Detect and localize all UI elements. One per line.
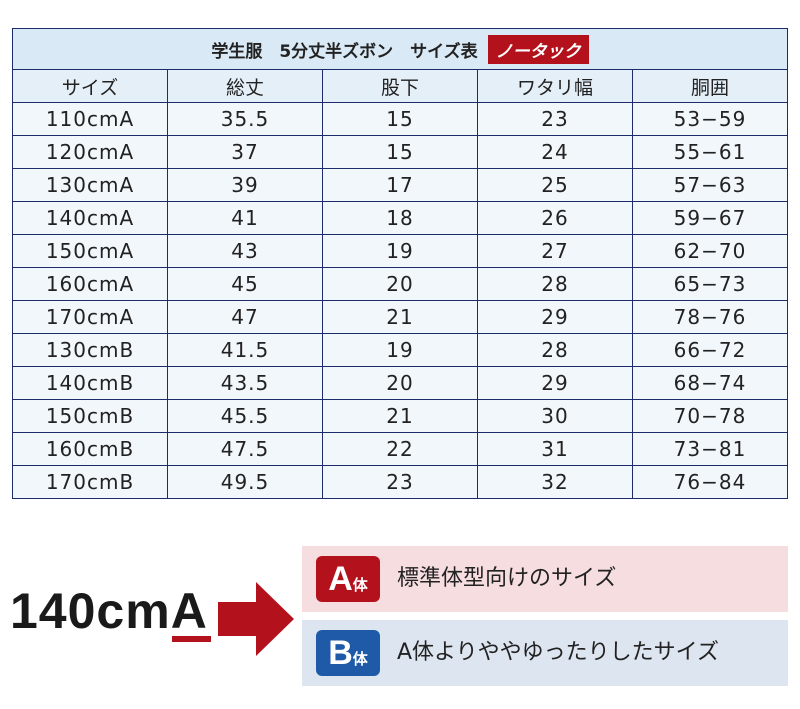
table-cell: 20 xyxy=(322,267,478,301)
table-row: 120cmA 37 15 24 55−61 xyxy=(12,135,788,169)
table-cell: 49.5 xyxy=(167,465,323,499)
table-cell: 43 xyxy=(167,234,323,268)
table-cell: 21 xyxy=(322,300,478,334)
table-cell: 29 xyxy=(477,300,633,334)
table-cell: 20 xyxy=(322,366,478,400)
table-row: 140cmB 43.5 20 29 68−74 xyxy=(12,366,788,400)
a-badge-suffix: 体 xyxy=(352,577,368,594)
a-body-badge: A体 xyxy=(316,556,380,602)
table-body: 110cmA 35.5 15 23 53−59 120cmA 37 15 24 55−61 130c… xyxy=(12,102,788,499)
table-cell: 78−76 xyxy=(632,300,788,334)
table-cell: 47.5 xyxy=(167,432,323,466)
table-cell: 65−73 xyxy=(632,267,788,301)
table-cell: 70−78 xyxy=(632,399,788,433)
table-cell: 21 xyxy=(322,399,478,433)
table-title-cell: 学生服 5分丈半ズボン サイズ表 ノータック xyxy=(12,28,788,70)
size-example-letter: A xyxy=(170,583,208,639)
table-cell: 66−72 xyxy=(632,333,788,367)
table-cell: 28 xyxy=(477,333,633,367)
table-cell: 26 xyxy=(477,201,633,235)
table-cell: 45 xyxy=(167,267,323,301)
a-body-type-row: A体 標準体型向けのサイズ xyxy=(302,546,788,612)
table-cell: 37 xyxy=(167,135,323,169)
table-cell: 57−63 xyxy=(632,168,788,202)
table-row: 170cmA 47 21 29 78−76 xyxy=(12,300,788,334)
size-table: 学生服 5分丈半ズボン サイズ表 ノータック サイズ 総丈 股下 ワタリ幅 胴囲 110c… xyxy=(12,28,788,499)
b-body-description: A体よりややゆったりしたサイズ xyxy=(397,640,719,665)
table-cell: 19 xyxy=(322,333,478,367)
table-cell: 170cmB xyxy=(12,465,168,499)
no-tuck-tag: ノータック xyxy=(487,34,589,64)
table-row: 130cmB 41.5 19 28 66−72 xyxy=(12,333,788,367)
table-cell: 25 xyxy=(477,168,633,202)
column-header: サイズ xyxy=(12,69,168,103)
table-cell: 19 xyxy=(322,234,478,268)
column-headers: サイズ 総丈 股下 ワタリ幅 胴囲 xyxy=(12,69,788,103)
table-cell: 24 xyxy=(477,135,633,169)
table-cell: 15 xyxy=(322,102,478,136)
table-row: 160cmB 47.5 22 31 73−81 xyxy=(12,432,788,466)
table-row: 160cmA 45 20 28 65−73 xyxy=(12,267,788,301)
b-body-type-row: B体 A体よりややゆったりしたサイズ xyxy=(302,620,788,686)
table-cell: 150cmB xyxy=(12,399,168,433)
table-cell: 18 xyxy=(322,201,478,235)
table-cell: 130cmB xyxy=(12,333,168,367)
table-title: 学生服 5分丈半ズボン サイズ表 xyxy=(211,41,478,62)
table-row: 150cmA 43 19 27 62−70 xyxy=(12,234,788,268)
table-cell: 130cmA xyxy=(12,168,168,202)
table-cell: 73−81 xyxy=(632,432,788,466)
table-cell: 32 xyxy=(477,465,633,499)
table-cell: 41.5 xyxy=(167,333,323,367)
table-cell: 39 xyxy=(167,168,323,202)
table-cell: 160cmB xyxy=(12,432,168,466)
table-cell: 43.5 xyxy=(167,366,323,400)
table-cell: 15 xyxy=(322,135,478,169)
column-header: 股下 xyxy=(322,69,478,103)
table-cell: 30 xyxy=(477,399,633,433)
table-cell: 17 xyxy=(322,168,478,202)
column-header: ワタリ幅 xyxy=(477,69,633,103)
table-row: 170cmB 49.5 23 32 76−84 xyxy=(12,465,788,499)
a-badge-letter: A xyxy=(328,560,353,598)
arrow-right-icon xyxy=(218,582,294,656)
size-example-number: 140cm xyxy=(10,583,171,639)
table-cell: 53−59 xyxy=(632,102,788,136)
b-badge-letter: B xyxy=(328,634,353,672)
table-cell: 45.5 xyxy=(167,399,323,433)
column-header: 胴囲 xyxy=(632,69,788,103)
table-cell: 120cmA xyxy=(12,135,168,169)
size-example: 140cmA xyxy=(10,582,208,640)
table-cell: 22 xyxy=(322,432,478,466)
b-badge-suffix: 体 xyxy=(352,651,368,668)
table-cell: 23 xyxy=(477,102,633,136)
table-cell: 27 xyxy=(477,234,633,268)
size-letter-underline xyxy=(172,636,211,642)
b-body-badge: B体 xyxy=(316,630,380,676)
table-cell: 35.5 xyxy=(167,102,323,136)
table-cell: 41 xyxy=(167,201,323,235)
table-row: 130cmA 39 17 25 57−63 xyxy=(12,168,788,202)
table-cell: 47 xyxy=(167,300,323,334)
table-cell: 160cmA xyxy=(12,267,168,301)
table-cell: 29 xyxy=(477,366,633,400)
table-cell: 170cmA xyxy=(12,300,168,334)
table-cell: 68−74 xyxy=(632,366,788,400)
table-row: 150cmB 45.5 21 30 70−78 xyxy=(12,399,788,433)
table-cell: 62−70 xyxy=(632,234,788,268)
table-cell: 150cmA xyxy=(12,234,168,268)
table-cell: 140cmB xyxy=(12,366,168,400)
table-cell: 31 xyxy=(477,432,633,466)
table-row: 140cmA 41 18 26 59−67 xyxy=(12,201,788,235)
table-cell: 23 xyxy=(322,465,478,499)
table-cell: 76−84 xyxy=(632,465,788,499)
table-cell: 28 xyxy=(477,267,633,301)
table-cell: 110cmA xyxy=(12,102,168,136)
table-cell: 140cmA xyxy=(12,201,168,235)
table-cell: 55−61 xyxy=(632,135,788,169)
a-body-description: 標準体型向けのサイズ xyxy=(397,566,617,591)
table-row: 110cmA 35.5 15 23 53−59 xyxy=(12,102,788,136)
column-header: 総丈 xyxy=(167,69,323,103)
table-cell: 59−67 xyxy=(632,201,788,235)
